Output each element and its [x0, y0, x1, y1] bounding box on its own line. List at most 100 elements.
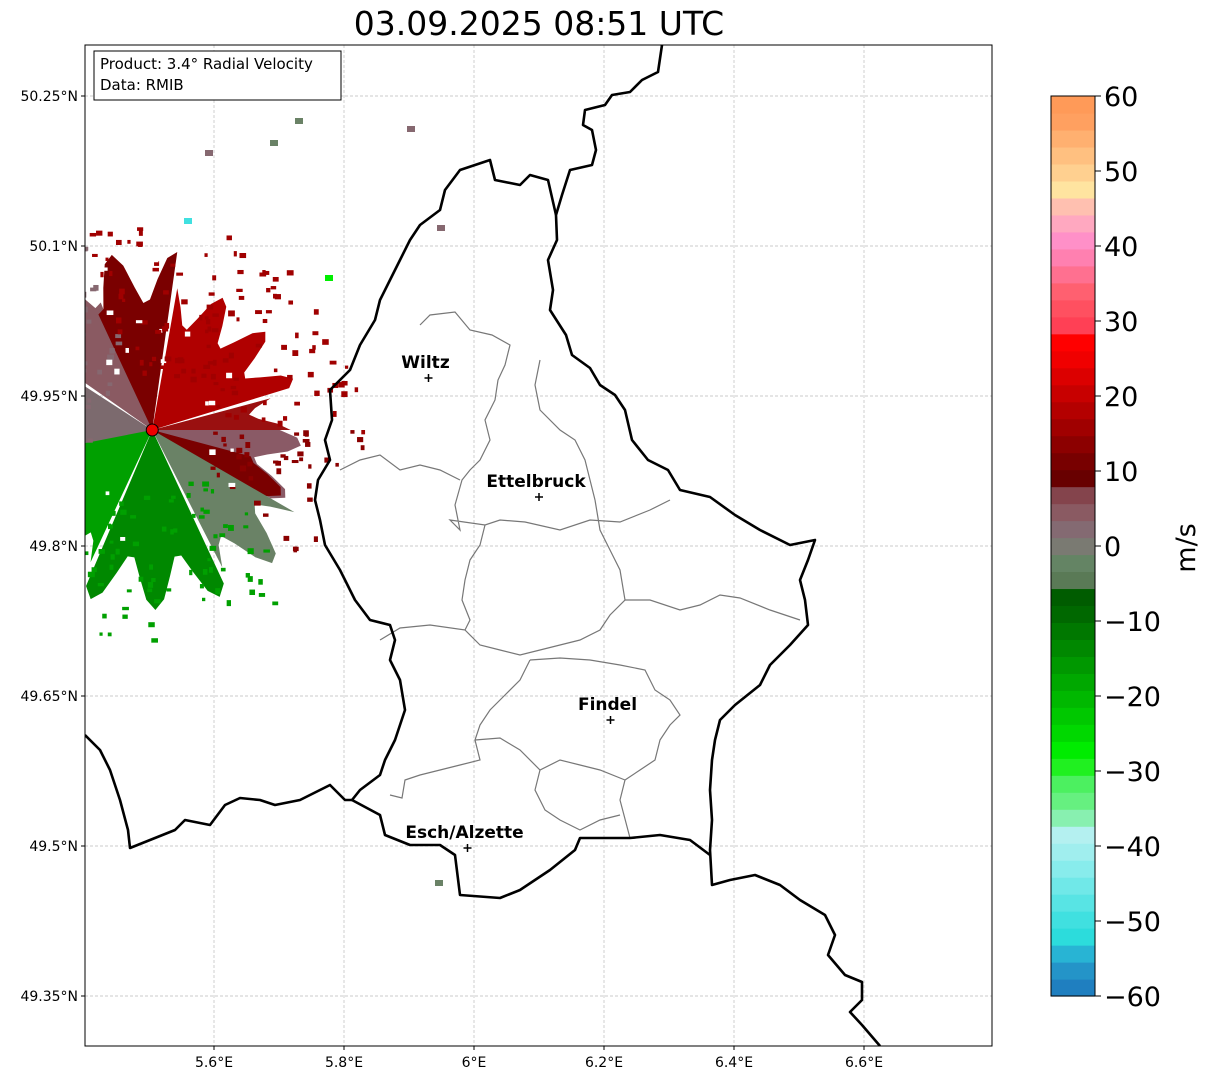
radar-echo-pixel — [141, 320, 148, 325]
radar-echo-pixel — [39, 320, 42, 326]
radar-echo-pixel — [125, 347, 129, 353]
radar-echo-pixel — [354, 387, 359, 393]
radar-echo-pixel — [0, 450, 1, 454]
radar-echo-pixel — [104, 469, 110, 474]
canton-boundaries — [419, 311, 671, 532]
colorbar-label: m/s — [1171, 523, 1202, 572]
radar-echo-pixel — [184, 218, 192, 224]
radar-echo-pixel — [225, 413, 232, 418]
radar-velocity-layer — [0, 118, 445, 886]
radar-echo-pixel — [210, 466, 216, 470]
city-esch-alzette: Esch/Alzette — [405, 823, 524, 852]
radar-echo-pixel — [263, 549, 270, 553]
radar-echo-pixel — [52, 317, 55, 323]
radar-echo-pixel — [177, 357, 184, 363]
radar-echo-pixel — [135, 320, 143, 324]
radar-echo-pixel — [228, 482, 236, 487]
colorbar-tick-label: −30 — [1104, 757, 1161, 788]
radar-echo-pixel — [3, 297, 9, 303]
radar-echo-pixel — [46, 522, 52, 527]
radar-echo-pixel — [229, 485, 236, 490]
radar-echo-pixel — [262, 513, 269, 517]
radar-echo-pixel — [191, 368, 196, 374]
radar-echo-pixel — [220, 567, 226, 572]
info-data-source: Data: RMIB — [100, 76, 184, 94]
radar-echo-pixel — [222, 358, 229, 363]
radar-echo-pixel — [220, 388, 225, 392]
colorbar-segment — [1051, 452, 1095, 471]
radar-echo-pixel — [236, 447, 243, 454]
radar-echo-pixel — [115, 341, 123, 346]
radar-echo-pixel — [81, 361, 85, 365]
canton-boundary — [529, 657, 681, 839]
colorbar-segment — [1051, 503, 1095, 522]
colorbar-tick-label: 60 — [1104, 82, 1138, 113]
colorbar-segment — [1051, 401, 1095, 420]
radar-echo-pixel — [15, 464, 19, 470]
radar-echo-pixel — [56, 500, 61, 504]
radar-echo-pixel — [16, 410, 20, 413]
radar-echo-pixel — [13, 543, 19, 548]
city-markers: Wiltz Ettelbruck Findel Esch/Alzette — [401, 353, 637, 852]
colorbar-segment — [1051, 231, 1095, 250]
colorbar-segment — [1051, 197, 1095, 216]
radar-echo-pixel — [138, 242, 143, 247]
radar-echo-pixel — [207, 558, 211, 562]
radar-echo-pixel — [245, 573, 250, 578]
radar-echo-pixel — [45, 408, 51, 413]
radar-echo-pixel — [154, 599, 161, 604]
colorbar-tick-label: 0 — [1104, 532, 1121, 563]
radar-echo-pixel — [61, 567, 66, 571]
lat-tick-label: 49.8°N — [29, 539, 78, 555]
radar-echo-pixel — [247, 548, 254, 555]
radar-echo-pixel — [87, 571, 95, 578]
radar-echo-pixel — [361, 429, 366, 435]
radar-echo-pixel — [283, 416, 288, 421]
radar-echo-pixel — [59, 441, 62, 444]
colorbar-segment — [1051, 520, 1095, 539]
radar-echo-pixel — [119, 288, 125, 295]
lat-tick-label: 49.35°N — [20, 989, 78, 1005]
radar-echo-pixel — [205, 401, 209, 406]
radar-echo-pixel — [329, 360, 337, 365]
canton-boundary — [464, 499, 626, 656]
radar-echo-pixel — [302, 438, 310, 443]
radar-echo-pixel — [122, 606, 129, 611]
lon-tick-label: 6.4°E — [715, 1055, 753, 1071]
radar-echo-pixel — [270, 286, 277, 290]
radar-echo-pixel — [238, 295, 245, 300]
radar-echo-pixel — [295, 332, 299, 339]
colorbar-segment — [1051, 622, 1095, 640]
radar-echo-pixel — [161, 526, 167, 532]
axis-ticks: 5.6°E 5.8°E 6°E 6.2°E 6.4°E 6.6°E 50.25°N 50.1°… — [20, 89, 883, 1071]
radar-echo-pixel — [103, 506, 109, 510]
radar-echo-pixel — [5, 308, 9, 312]
radar-echo-pixel — [11, 433, 17, 438]
radar-echo-pixel — [69, 464, 74, 469]
radar-echo-pixel — [8, 379, 11, 383]
radar-echo-pixel — [76, 509, 82, 513]
canton-boundary — [389, 659, 531, 799]
radar-echo-pixel — [308, 464, 312, 469]
radar-echo-pixel — [360, 445, 365, 451]
radar-echo-pixel — [205, 150, 213, 156]
radar-echo-pixel — [97, 369, 103, 375]
radar-echo-pixel — [226, 600, 232, 607]
radar-echo-pixel — [204, 253, 208, 257]
radar-echo-pixel — [79, 564, 85, 567]
city-marker-icon — [424, 374, 433, 382]
radar-echo-pixel — [247, 461, 253, 467]
canton-boundary — [625, 594, 801, 621]
radar-echo-pixel — [139, 359, 144, 366]
radar-echo-pixel — [52, 531, 58, 535]
radar-echo-pixel — [149, 362, 153, 367]
lat-tick-label: 50.25°N — [20, 89, 78, 105]
radar-echo-pixel — [85, 551, 89, 556]
radar-echo-pixel — [115, 317, 122, 324]
radar-echo-pixel — [110, 510, 116, 516]
colorbar-segment — [1051, 741, 1095, 759]
radar-echo-pixel — [92, 253, 98, 257]
radar-echo-pixel — [294, 432, 300, 436]
radar-echo-pixel — [109, 347, 115, 354]
